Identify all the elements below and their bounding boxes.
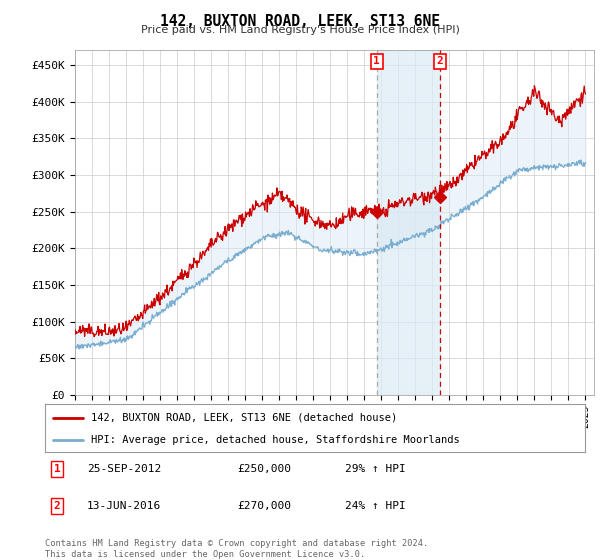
Text: 13-JUN-2016: 13-JUN-2016 xyxy=(87,501,161,511)
Text: 24% ↑ HPI: 24% ↑ HPI xyxy=(345,501,406,511)
Text: £250,000: £250,000 xyxy=(237,464,291,474)
Text: 142, BUXTON ROAD, LEEK, ST13 6NE (detached house): 142, BUXTON ROAD, LEEK, ST13 6NE (detach… xyxy=(91,413,397,423)
Bar xyxy=(377,50,440,395)
Text: 1: 1 xyxy=(53,464,61,474)
Text: Price paid vs. HM Land Registry's House Price Index (HPI): Price paid vs. HM Land Registry's House … xyxy=(140,25,460,35)
Text: HPI: Average price, detached house, Staffordshire Moorlands: HPI: Average price, detached house, Staf… xyxy=(91,435,460,445)
Text: 2: 2 xyxy=(437,57,443,67)
Text: 142, BUXTON ROAD, LEEK, ST13 6NE: 142, BUXTON ROAD, LEEK, ST13 6NE xyxy=(160,14,440,29)
Text: Contains HM Land Registry data © Crown copyright and database right 2024.
This d: Contains HM Land Registry data © Crown c… xyxy=(45,539,428,559)
Text: 29% ↑ HPI: 29% ↑ HPI xyxy=(345,464,406,474)
Text: £270,000: £270,000 xyxy=(237,501,291,511)
Text: 2: 2 xyxy=(53,501,61,511)
Text: 25-SEP-2012: 25-SEP-2012 xyxy=(87,464,161,474)
Text: 1: 1 xyxy=(373,57,380,67)
